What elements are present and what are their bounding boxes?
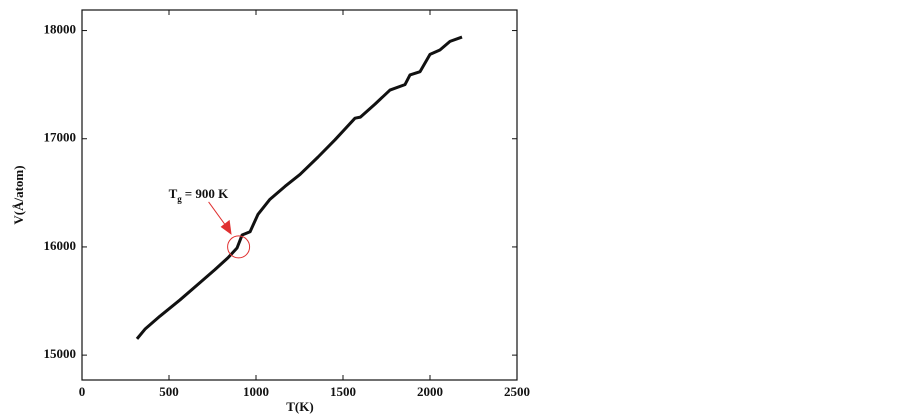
data-line xyxy=(135,35,463,340)
y-tick-label: 18000 xyxy=(44,22,77,37)
plot-frame xyxy=(81,9,518,381)
annotation-arrowhead xyxy=(220,219,232,235)
x-tick-label: 1500 xyxy=(330,384,356,399)
y-tick-label: 16000 xyxy=(44,238,77,253)
annotation-rest: = 900 K xyxy=(185,186,229,201)
annotation-label: Tg = 900 K xyxy=(169,186,230,204)
x-axis-label: T(K) xyxy=(286,399,313,414)
annotation-circle xyxy=(227,235,251,259)
x-tick-label: 500 xyxy=(159,384,179,399)
y-tick-label: 17000 xyxy=(44,130,77,145)
x-tick-label: 2000 xyxy=(417,384,443,399)
x-tick-label: 0 xyxy=(79,384,86,399)
y-tick-label: 15000 xyxy=(44,346,77,361)
x-tick-label: 1000 xyxy=(243,384,269,399)
y-axis-label: V(Å/atom) xyxy=(11,165,26,224)
x-tick-label: 2500 xyxy=(504,384,530,399)
annotation-sub: g xyxy=(177,194,182,204)
annotation-main: T xyxy=(169,186,178,201)
